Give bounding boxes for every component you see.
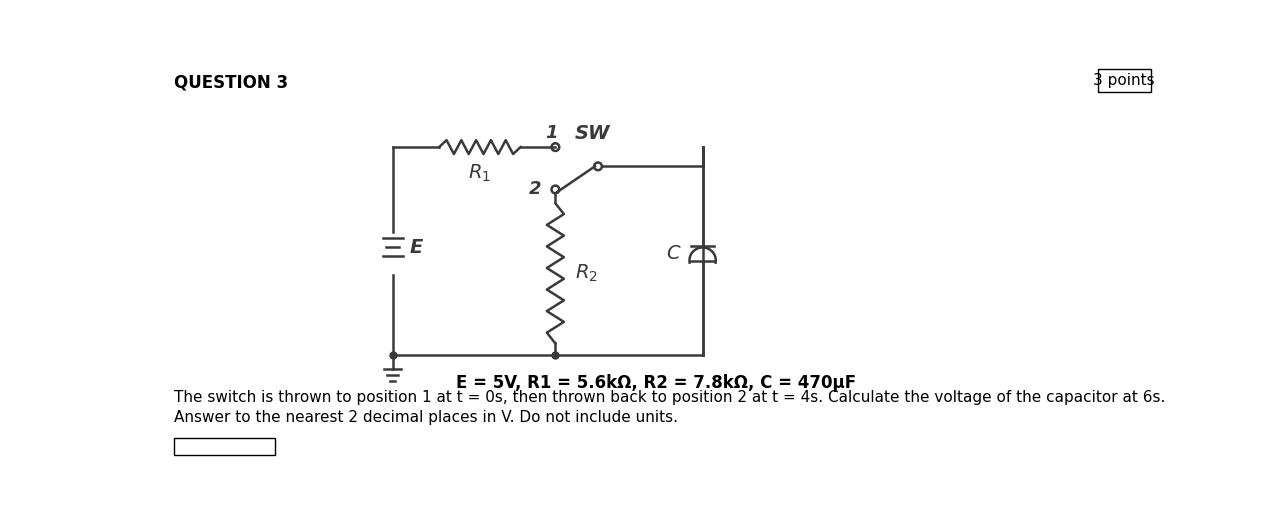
Bar — [174, 438, 275, 455]
Text: Answer to the nearest 2 decimal places in V. Do not include units.: Answer to the nearest 2 decimal places i… — [174, 410, 678, 425]
Text: $R_2$: $R_2$ — [575, 263, 597, 284]
Text: E = 5V, R1 = 5.6kΩ, R2 = 7.8kΩ, C = 470μF: E = 5V, R1 = 5.6kΩ, R2 = 7.8kΩ, C = 470μ… — [456, 374, 856, 392]
Text: QUESTION 3: QUESTION 3 — [174, 73, 288, 91]
Bar — [1098, 69, 1150, 92]
Text: $R_1$: $R_1$ — [468, 162, 491, 184]
Text: 3 points: 3 points — [1094, 73, 1155, 87]
Text: SW: SW — [575, 124, 610, 142]
Text: The switch is thrown to position 1 at t = 0s, then thrown back to position 2 at : The switch is thrown to position 1 at t … — [174, 389, 1166, 405]
Text: E: E — [410, 238, 423, 257]
Text: 2: 2 — [529, 180, 542, 199]
Text: 1: 1 — [546, 124, 557, 142]
Text: C: C — [666, 244, 679, 263]
